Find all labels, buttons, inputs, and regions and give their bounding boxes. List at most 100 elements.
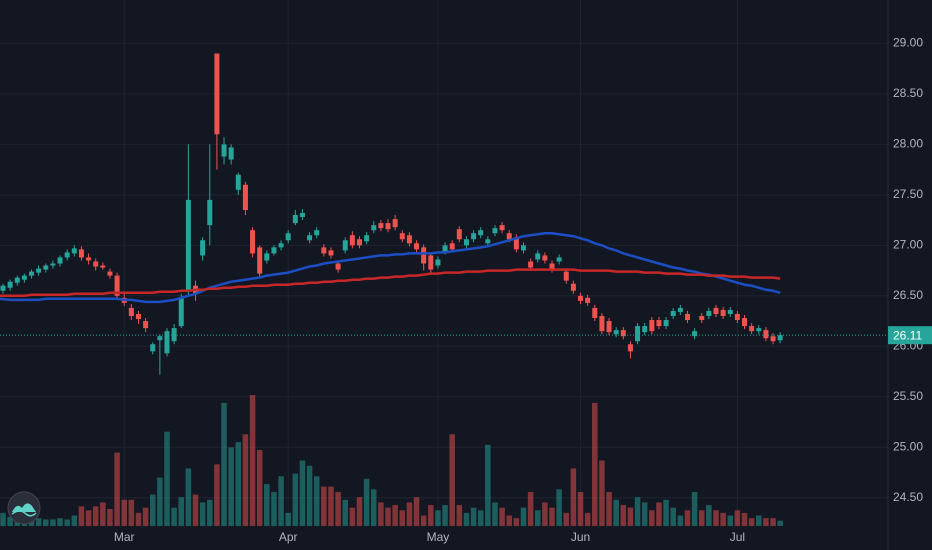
- volume-bar: [292, 473, 299, 526]
- candle-body: [36, 268, 42, 273]
- volume-bar: [570, 468, 577, 526]
- volume-bar: [698, 510, 705, 526]
- volume-bar: [563, 512, 570, 526]
- volume-bar: [535, 510, 541, 526]
- candle-body: [93, 261, 99, 267]
- volume-bar: [378, 502, 384, 526]
- volume-bar: [107, 508, 113, 526]
- volume-bar: [271, 491, 277, 526]
- candle-body: [214, 53, 220, 135]
- volume-bar: [449, 434, 455, 526]
- candle-body: [371, 225, 377, 231]
- x-tick-label: Mar: [114, 530, 135, 544]
- candle-body: [599, 316, 605, 332]
- candle-body: [435, 259, 441, 266]
- volume-bar: [627, 507, 634, 526]
- candle-body: [770, 336, 776, 342]
- x-tick-label: May: [427, 530, 450, 544]
- candle-body: [171, 328, 177, 342]
- candle-body: [200, 240, 206, 256]
- candle-body: [414, 243, 420, 250]
- candle-body: [392, 219, 398, 228]
- candle-body: [128, 307, 134, 317]
- candle-body: [185, 199, 191, 291]
- candle-body: [29, 271, 35, 276]
- volume-bar: [242, 434, 249, 526]
- x-tick-label: Jul: [730, 530, 745, 544]
- candle-body: [677, 307, 683, 312]
- volume-bar: [356, 497, 363, 526]
- candle-body: [357, 239, 362, 246]
- candle-body: [563, 271, 569, 281]
- candle-body: [713, 307, 719, 314]
- candle-body: [257, 247, 263, 274]
- volume-bar: [420, 515, 427, 526]
- candle-body: [278, 243, 284, 248]
- volume-bar: [321, 486, 327, 526]
- candle-body: [478, 230, 484, 236]
- candle-body: [0, 285, 6, 291]
- volume-bar: [442, 505, 448, 526]
- volume-bar: [157, 477, 163, 526]
- volume-bar: [50, 519, 56, 526]
- candle-body: [549, 263, 555, 270]
- volume-bar: [363, 478, 370, 526]
- candle-body: [299, 213, 305, 218]
- volume-bar: [7, 516, 13, 526]
- candle-body: [235, 174, 241, 190]
- volume-bar: [477, 510, 484, 526]
- candle-body: [656, 320, 662, 327]
- candle-body: [307, 235, 313, 241]
- candle-body: [706, 310, 712, 317]
- volume-bar: [178, 497, 184, 526]
- moving-average-line: [0, 268, 781, 298]
- volume-bar: [85, 510, 92, 526]
- volume-bar: [620, 505, 627, 526]
- candle-body: [114, 275, 120, 296]
- volume-bar: [720, 512, 726, 526]
- candle-body: [292, 215, 298, 224]
- volume-bar: [592, 402, 598, 526]
- volume-bar: [428, 505, 434, 526]
- candle-body: [763, 330, 769, 339]
- candle-body: [749, 326, 755, 332]
- volume-bar: [135, 512, 142, 526]
- candle-body: [742, 318, 748, 327]
- volume-bar: [691, 491, 698, 526]
- candle-body: [328, 250, 334, 256]
- candle-body: [699, 316, 705, 321]
- volume-bar: [92, 506, 99, 526]
- volume-bar: [256, 450, 263, 526]
- volume-bar: [492, 502, 498, 526]
- y-tick-label: 28.00: [893, 137, 923, 151]
- volume-bar: [199, 502, 206, 526]
- candle-body: [378, 223, 384, 229]
- candle-body: [463, 239, 469, 246]
- moving-average-line: [0, 231, 781, 304]
- volume-bar: [734, 510, 741, 526]
- volume-bar: [634, 497, 641, 526]
- candle-body: [720, 309, 726, 317]
- candle-body: [349, 235, 355, 246]
- candle-body: [250, 230, 256, 254]
- candle-body: [642, 326, 648, 333]
- volume-bar: [185, 468, 192, 526]
- candle-body: [578, 295, 584, 301]
- logo[interactable]: [7, 491, 41, 525]
- volume-bar: [406, 502, 413, 526]
- candle-body: [321, 247, 327, 254]
- volume-bar: [399, 510, 406, 526]
- candle-body: [271, 247, 277, 254]
- candle-body: [499, 225, 505, 231]
- candle-body: [178, 297, 184, 327]
- candle-body: [385, 223, 391, 230]
- volume-bar: [470, 507, 477, 526]
- candle-body: [314, 230, 320, 236]
- y-tick-label: 26.50: [893, 288, 923, 302]
- volume-bar: [164, 431, 170, 526]
- candle-body: [649, 320, 655, 332]
- volume-layer: [0, 395, 783, 526]
- volume-bar: [463, 512, 470, 526]
- candle-body: [242, 184, 248, 210]
